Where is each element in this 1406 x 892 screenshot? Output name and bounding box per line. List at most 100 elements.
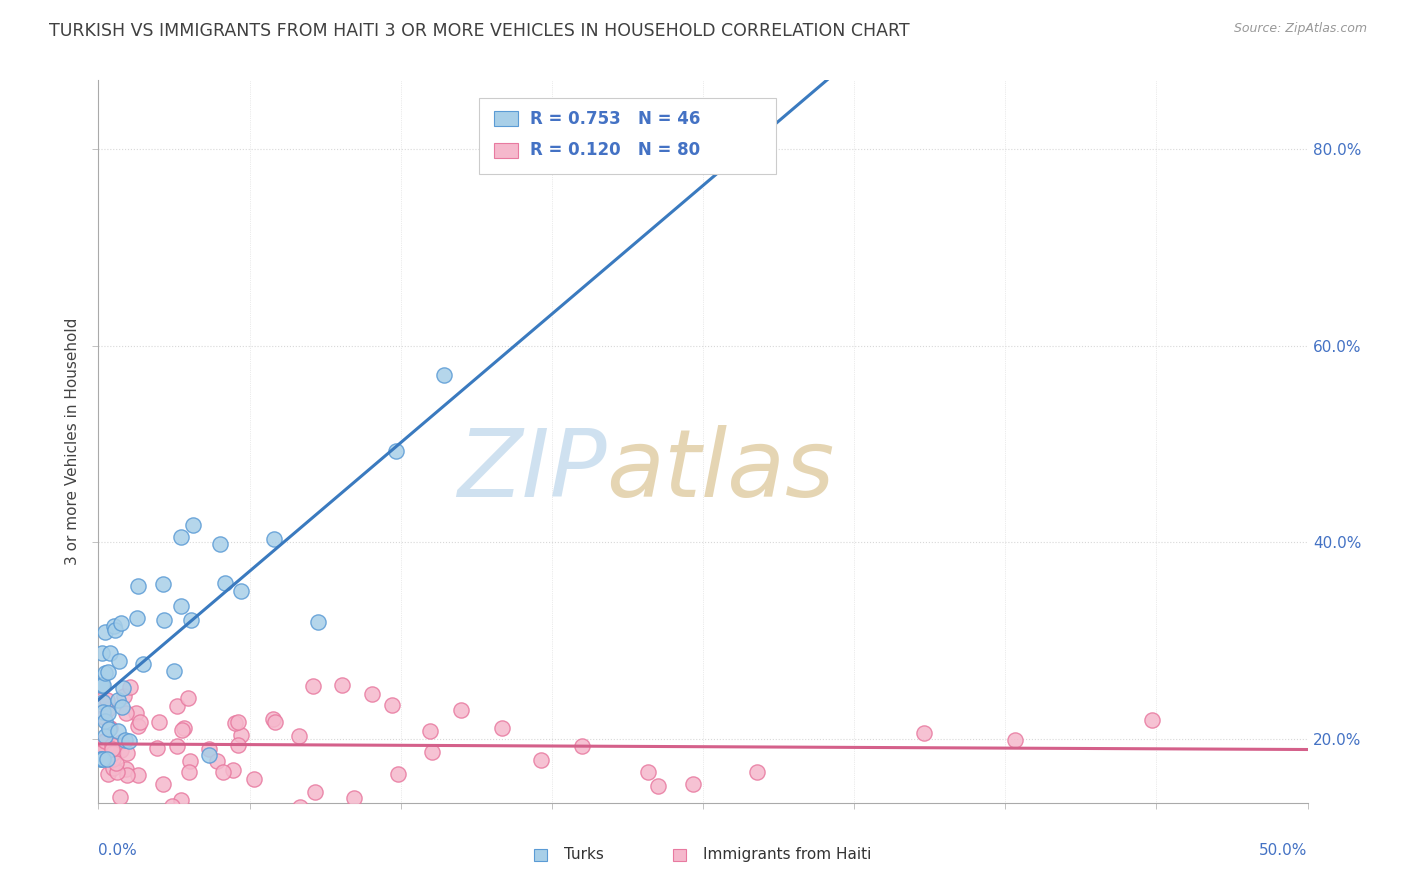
Point: [163, 664, 186, 678]
Point: [153, 614, 176, 628]
Point: [91, 646, 114, 660]
Point: [125, 611, 148, 625]
Point: [115, 706, 138, 720]
Point: [101, 742, 124, 756]
Point: [146, 741, 169, 756]
Point: [90, 751, 112, 765]
Point: [97, 665, 120, 680]
Point: [127, 719, 149, 733]
Point: [97, 767, 120, 781]
Text: atlas: atlas: [606, 425, 835, 516]
Point: [288, 800, 311, 814]
Point: [93, 714, 115, 728]
Point: [115, 746, 138, 760]
Point: [94, 665, 117, 680]
Point: [96, 751, 118, 765]
Point: [118, 734, 141, 748]
Point: [166, 739, 188, 753]
Point: [214, 576, 236, 591]
Point: [103, 618, 125, 632]
Text: R = 0.753   N = 46: R = 0.753 N = 46: [530, 110, 700, 128]
Point: [107, 724, 129, 739]
Point: [637, 764, 659, 779]
Point: [1004, 732, 1026, 747]
Text: ZIP: ZIP: [457, 425, 606, 516]
Text: 0.0%: 0.0%: [98, 843, 138, 857]
Point: [226, 738, 249, 752]
Point: [93, 729, 115, 743]
Point: [101, 761, 124, 775]
Point: [198, 741, 221, 756]
Point: [98, 722, 121, 736]
Point: [101, 746, 124, 760]
Point: [94, 742, 117, 756]
Point: [96, 743, 118, 757]
Point: [127, 578, 149, 592]
Point: [179, 755, 201, 769]
Point: [304, 785, 326, 799]
Point: [330, 678, 353, 692]
Text: R = 0.120   N = 80: R = 0.120 N = 80: [530, 141, 700, 160]
Point: [107, 693, 129, 707]
Point: [112, 690, 135, 704]
Point: [222, 763, 245, 777]
Point: [387, 767, 409, 781]
Point: [91, 693, 114, 707]
Point: [98, 646, 121, 660]
Point: [176, 691, 198, 706]
Point: [180, 613, 202, 627]
Bar: [479, 98, 776, 174]
Point: [207, 754, 229, 768]
Point: [263, 533, 285, 547]
Point: [105, 765, 128, 780]
Point: [125, 706, 148, 720]
Point: [91, 744, 114, 758]
FancyBboxPatch shape: [672, 849, 686, 861]
Point: [101, 739, 124, 753]
Point: [343, 791, 366, 805]
Point: [211, 764, 233, 779]
Point: [97, 742, 120, 756]
Point: [120, 680, 142, 694]
Point: [173, 721, 195, 735]
Point: [450, 703, 472, 717]
Point: [381, 698, 404, 713]
Point: [647, 779, 669, 793]
Point: [422, 745, 444, 759]
Text: Turks: Turks: [564, 847, 603, 863]
Point: [385, 443, 408, 458]
Point: [91, 706, 114, 720]
Point: [152, 777, 174, 791]
Point: [108, 655, 131, 669]
Point: [127, 768, 149, 782]
Point: [302, 679, 325, 693]
Point: [229, 584, 252, 599]
Point: [152, 576, 174, 591]
Point: [231, 728, 253, 742]
Point: [93, 733, 115, 747]
Point: [198, 747, 221, 762]
Point: [101, 752, 124, 766]
Text: TURKISH VS IMMIGRANTS FROM HAITI 3 OR MORE VEHICLES IN HOUSEHOLD CORRELATION CHA: TURKISH VS IMMIGRANTS FROM HAITI 3 OR MO…: [49, 22, 910, 40]
Point: [224, 715, 246, 730]
Point: [571, 739, 593, 754]
Point: [110, 743, 132, 757]
Point: [90, 750, 112, 764]
Point: [93, 751, 115, 765]
Point: [262, 712, 284, 726]
Point: [110, 734, 132, 748]
Point: [111, 681, 134, 696]
Point: [110, 789, 132, 804]
Text: 50.0%: 50.0%: [1260, 843, 1308, 857]
Point: [172, 723, 194, 737]
Point: [97, 721, 120, 735]
Point: [530, 753, 553, 767]
Point: [97, 702, 120, 716]
Text: Source: ZipAtlas.com: Source: ZipAtlas.com: [1233, 22, 1367, 36]
Point: [209, 537, 232, 551]
Point: [682, 777, 704, 791]
Point: [307, 615, 329, 630]
Point: [491, 721, 513, 735]
Point: [288, 729, 311, 743]
Point: [747, 764, 769, 779]
